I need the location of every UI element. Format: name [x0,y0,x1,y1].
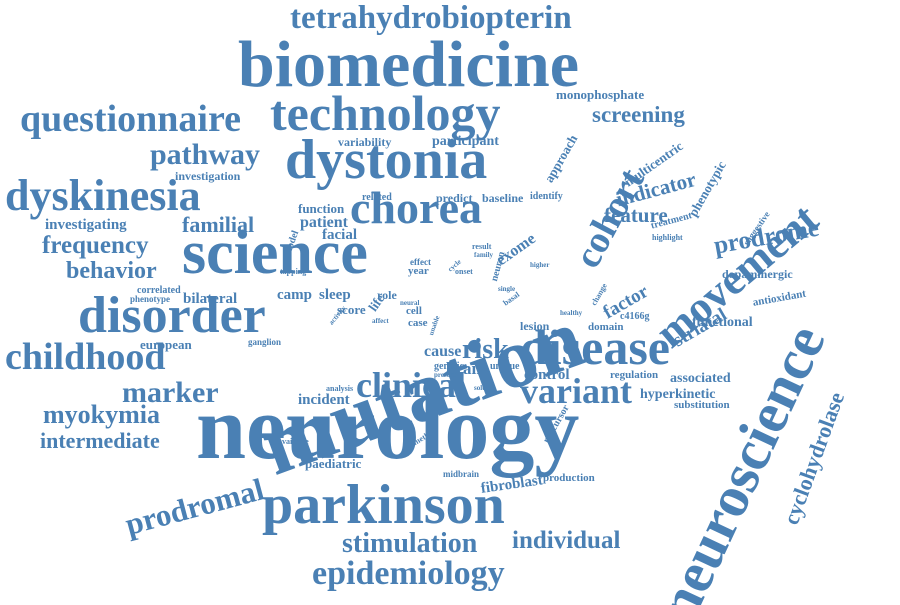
word: incident [298,392,350,408]
word: role [377,288,397,302]
word: highlight [652,233,683,242]
word: genetic [434,361,464,372]
word: frequency [42,232,149,259]
word: patient [300,214,348,231]
word: dyskinesia [5,171,201,220]
word: function [298,201,345,216]
word: cell [406,305,422,317]
word: year [408,265,429,277]
word: dystonia [285,129,488,191]
word: variant [520,371,632,411]
word: available [278,437,309,446]
word: camp [277,287,312,303]
word: midbrain [443,469,480,479]
word: regulation [610,369,659,381]
word: associated [670,371,731,386]
word: investigation [175,169,241,183]
word: c4166g [620,311,650,322]
word: baseline [482,191,524,205]
word: investigating [45,217,127,233]
word: production [543,472,595,484]
word: technology [270,85,501,141]
word: behavior [66,258,157,284]
word: case [408,317,428,329]
word: analysis [326,384,354,393]
word: single [498,285,516,293]
word: stimulation [342,528,478,559]
word: monophosphate [556,87,645,102]
word: sleep [319,287,351,303]
word: dopaminergic [722,267,793,281]
word: familial [182,212,255,237]
word: brain [446,359,486,378]
word: unique [490,361,520,372]
word: neural [400,299,420,307]
word: score [337,302,366,317]
word: present [434,371,457,379]
word: domain [588,321,624,333]
word: pathway [150,138,261,171]
word: intermediate [40,428,160,453]
word: clinical [356,365,466,405]
word: disorder [78,287,266,344]
word: predict [436,191,473,205]
word: risk [462,334,509,365]
word: screening [592,102,685,127]
word: ganglion [248,337,282,347]
word: related [362,192,392,203]
word: tetrahydrobiopterin [290,0,572,36]
word: phenotype [130,294,171,304]
word: lesion [520,319,550,333]
word: paediatric [305,456,362,471]
word: epidemiology [312,555,505,592]
word: questionnaire [20,98,242,140]
word: chorea [350,182,483,233]
word: facial [322,227,357,243]
word: childhood [5,336,166,378]
word: european [140,337,192,352]
word: individual [512,527,621,554]
word: substitution [674,399,730,411]
word: feature [604,203,668,227]
word: control [524,367,570,383]
word: parkinson [262,474,505,536]
word: family [474,251,494,259]
word: identify [530,191,563,202]
word: variability [338,135,392,149]
word: marker [122,376,219,409]
word: soluble [474,384,496,392]
word: bilateral [183,291,238,307]
word: affect [372,317,389,325]
word: result [472,242,492,251]
word: functional [692,315,753,330]
word: tapping [280,267,307,276]
word: effect [410,257,431,267]
word: biomedicine [238,28,579,101]
word: approach [541,132,581,185]
word: cause [424,343,462,360]
word: neurology [196,379,580,478]
word: hyperkinetic [640,387,716,402]
word: healthy [560,309,583,317]
word: disease [520,319,670,375]
word: correlated [137,285,181,296]
word: myokymia [43,400,160,429]
word: higher [530,261,550,269]
word: antioxidant [751,287,807,309]
word: science [182,219,368,287]
word: participant [432,134,499,149]
word: prodromal [121,471,268,542]
word: onset [455,267,473,276]
